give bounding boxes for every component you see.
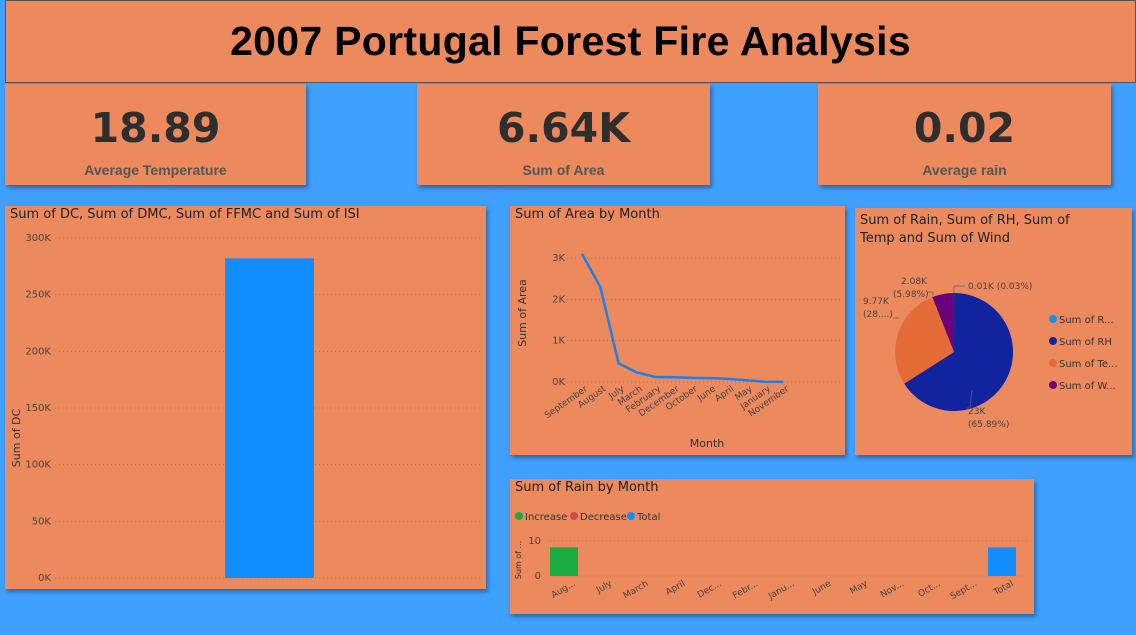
chart-title: Sum of DC, Sum of DMC, Sum of FFMC and S… [10,207,360,222]
chart-title-line-1: Sum of Rain, Sum of RH, Sum of [860,213,1070,228]
legend-dot-increase [515,512,523,520]
y-tick-label: 1K [552,336,565,347]
kpi-card-temperature[interactable]: 18.89 Average Temperature [5,84,306,185]
kpi-value: 0.02 [913,104,1016,152]
waterfall-bar-total[interactable] [988,547,1016,576]
area-series-line[interactable] [580,253,784,384]
y-tick-label: 3K [552,253,565,264]
leader-line-wind [928,291,934,296]
legend-dot-temp [1049,359,1057,367]
bar-chart-svg: 300K 250K 200K 150K 100K 50K 0K Sum of DC [10,233,483,584]
x-tick-label: May [848,579,870,597]
legend-label-decrease[interactable]: Decrease [580,512,627,523]
x-tick-label: Sept... [949,579,979,602]
kpi-card-rain[interactable]: 0.02 Average rain [818,84,1111,185]
leader-line-rh [967,389,973,409]
y-tick-label: 50K [32,516,52,527]
legend-dot-total [627,512,635,520]
slice-label-rain: 0.01K (0.03%) [968,282,1032,292]
x-tick-label: Aug... [550,579,578,601]
y-axis-title: Sum of DC [10,408,23,467]
y-tick-label: 0 [535,571,541,582]
legend-label-rh[interactable]: Sum of RH [1059,337,1112,348]
x-tick-label: Janu... [766,579,796,602]
legend-label-total[interactable]: Total [636,512,660,523]
y-tick-label: 10 [528,536,541,547]
page-title: 2007 Portugal Forest Fire Analysis [230,18,911,64]
x-tick-label: March [622,579,651,601]
legend-label-increase[interactable]: Increase [525,512,567,523]
x-tick-label: Febr... [731,579,760,601]
bar-sum-of-dc[interactable] [225,258,314,578]
y-tick-label: 200K [25,346,51,357]
waterfall-chart-svg: Increase Decrease Total 10 0 Aug... July Ma… [514,512,1030,602]
chart-title: Sum of Rain by Month [515,480,659,495]
slice-pct-rh: (65.89%) [968,420,1009,430]
x-tick-label: Oct... [917,579,943,600]
pie-slice[interactable] [932,293,954,352]
legend-dot-decrease [570,512,578,520]
x-tick-label: April [664,579,687,598]
kpi-label: Average Temperature [84,162,227,178]
pie-slice[interactable] [895,297,954,384]
dc-dmc-ffmc-isi-chart[interactable]: Sum of DC, Sum of DMC, Sum of FFMC and S… [5,206,486,589]
leader-line-rain [953,285,965,293]
x-tick-label: Dec... [696,579,724,601]
x-tick-label: July [594,579,614,597]
legend-label-wind[interactable]: Sum of W... [1059,381,1116,392]
dashboard-header: 2007 Portugal Forest Fire Analysis [5,0,1136,83]
legend-dot-rain [1049,315,1057,323]
pie-slice[interactable] [904,293,1013,411]
legend-dot-rh [1049,337,1057,345]
kpi-value: 6.64K [497,104,630,152]
slice-label-rh: 23K [968,407,986,417]
waterfall-bar-increase[interactable] [550,547,578,576]
x-tick-label: Total [991,579,1015,599]
y-axis-title: Sum of ... [514,541,523,579]
chart-title: Sum of Area by Month [515,207,660,222]
rain-by-month-waterfall-chart[interactable]: Sum of Rain by Month Increase Decrease T… [510,479,1034,614]
kpi-label: Sum of Area [522,162,605,178]
chart-title-line-2: Temp and Sum of Wind [859,231,1010,246]
y-tick-label: 300K [25,233,51,244]
slice-pct-wind: (5.98%) [893,290,929,300]
kpi-card-area[interactable]: 6.64K Sum of Area [417,84,710,185]
y-tick-label: 150K [25,403,51,414]
legend-dot-wind [1049,381,1057,389]
pie-chart-svg: Sum of Rain, Sum of RH, Sum of Temp and … [859,213,1118,430]
y-tick-label: 0K [552,377,565,388]
slice-label-temp: 9.77K [863,297,890,307]
x-tick-label: Nov... [879,579,906,600]
y-tick-label: 2K [552,294,565,305]
kpi-label: Average rain [922,162,1007,178]
slice-label-wind: 2.08K [901,277,928,287]
weather-sums-pie-chart[interactable]: Sum of Rain, Sum of RH, Sum of Temp and … [855,208,1132,455]
x-axis-title: Month [690,437,725,450]
y-tick-label: 100K [25,460,51,471]
legend-label-rain[interactable]: Sum of R... [1059,315,1114,326]
y-tick-label: 250K [25,290,51,301]
slice-pct-temp: (28....) [863,310,893,320]
y-tick-label: 0K [38,573,51,584]
kpi-value: 18.89 [90,104,221,152]
area-by-month-chart[interactable]: Sum of Area by Month 3K 2K 1K 0K September A… [510,206,845,455]
x-tick-label: June [810,579,833,598]
legend-label-temp[interactable]: Sum of Te... [1059,359,1118,370]
y-axis-title: Sum of Area [516,279,529,347]
